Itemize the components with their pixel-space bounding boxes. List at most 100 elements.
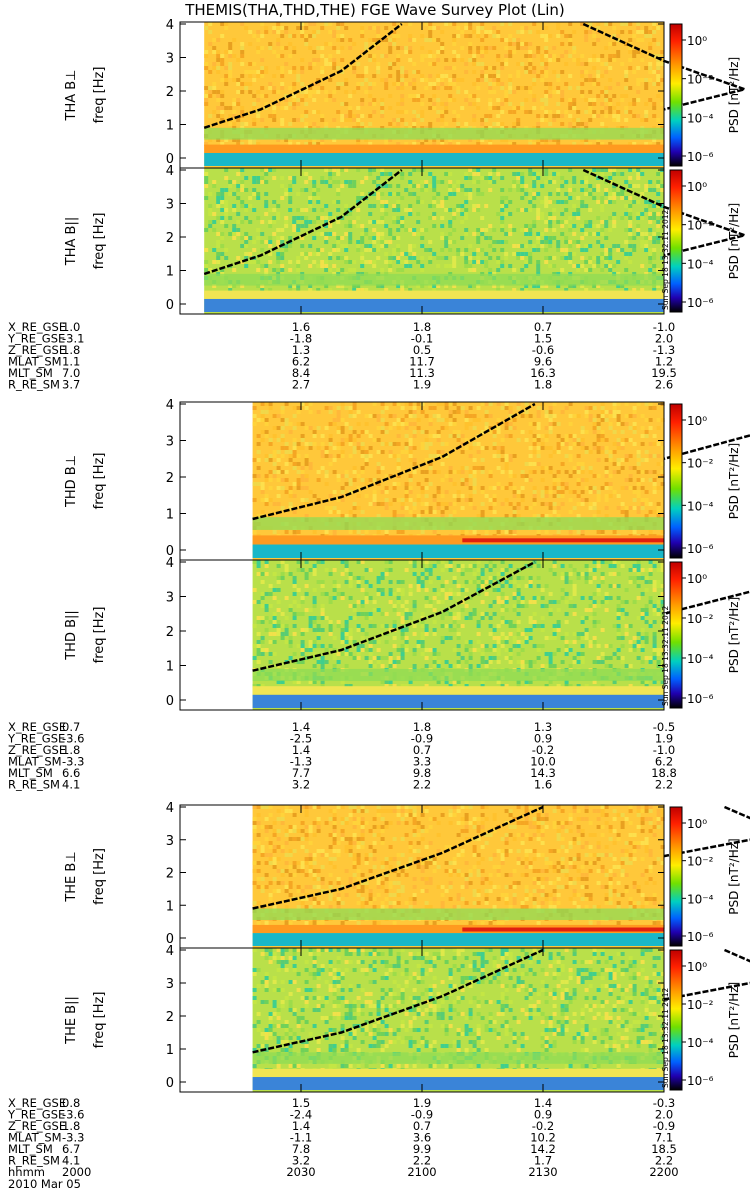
spectrogram-cell: [568, 102, 573, 106]
spectrogram-cell: [444, 58, 449, 62]
spectrogram-cell: [624, 240, 629, 244]
spectrogram-cell: [384, 54, 389, 58]
spectrogram-cell: [548, 240, 553, 244]
spectrogram-cell: [560, 410, 565, 414]
spectrogram-cell: [600, 204, 605, 208]
spectrogram-cell: [456, 54, 461, 58]
spectrogram-cell: [412, 572, 417, 576]
spectrogram-cell: [448, 248, 453, 252]
spectrogram-cell: [256, 50, 261, 54]
ephemeris-value: 1.8: [62, 343, 80, 357]
spectrogram-cell: [404, 252, 409, 256]
spectrogram-cell: [376, 220, 381, 224]
spectrogram-cell: [228, 74, 233, 78]
spectrogram-cell: [496, 122, 501, 126]
spectrogram-cell: [612, 192, 617, 196]
spectrogram-cell: [528, 260, 533, 264]
spectrogram-cell: [260, 118, 265, 122]
spectrogram-cell: [292, 406, 297, 410]
spectrogram-cell: [220, 196, 225, 200]
spectrogram-cell: [404, 284, 409, 288]
spectrogram-cell: [404, 82, 409, 86]
spectrogram-cell: [488, 470, 493, 474]
spectrogram-cell: [516, 30, 521, 34]
spectrogram-cell: [424, 656, 429, 660]
spectrogram-cell: [612, 58, 617, 62]
spectrogram-cell: [444, 236, 449, 240]
spectrogram-cell: [392, 42, 397, 46]
spectrogram-cell: [424, 470, 429, 474]
spectrogram-cell: [612, 450, 617, 454]
spectrogram-cell: [564, 62, 569, 66]
spectrogram-cell: [640, 458, 645, 462]
spectrogram-cell: [388, 192, 393, 196]
spectrogram-cell: [544, 248, 549, 252]
spectrogram-cell: [276, 486, 281, 490]
spectrogram-cell: [444, 74, 449, 78]
spectrogram-cell: [592, 264, 597, 268]
spectrogram-cell: [408, 458, 413, 462]
spectrogram-cell: [604, 644, 609, 648]
spectrogram-cell: [380, 192, 385, 196]
spectrogram-cell: [252, 62, 257, 66]
spectrogram-cell: [360, 232, 365, 236]
spectrogram-cell: [244, 86, 249, 90]
spectrogram-cell: [396, 530, 401, 534]
spectrogram-cell: [272, 652, 277, 656]
spectrogram-cell: [308, 252, 313, 256]
spectrogram-cell: [408, 486, 413, 490]
spectrogram-cell: [584, 122, 589, 126]
spectrogram-cell: [596, 450, 601, 454]
spectrogram-cell: [312, 138, 317, 142]
spectrogram-cell: [572, 102, 577, 106]
spectrogram-cell: [296, 26, 301, 30]
spectrogram-cell: [608, 248, 613, 252]
spectrogram-cell: [496, 486, 501, 490]
spectrogram-cell: [504, 596, 509, 600]
spectrogram-cell: [436, 58, 441, 62]
spectrogram-cell: [644, 498, 649, 502]
spectrogram-cell: [596, 260, 601, 264]
spectrogram-cell: [504, 656, 509, 660]
spectrogram-cell: [460, 434, 465, 438]
spectrogram-cell: [236, 142, 241, 146]
spectrogram-cell: [392, 62, 397, 66]
spectrogram-cell: [212, 248, 217, 252]
spectrogram-cell: [500, 560, 505, 564]
spectrogram-cell: [504, 204, 509, 208]
spectrogram-cell: [520, 600, 525, 604]
spectrogram-cell: [512, 514, 517, 518]
spectrogram-cell: [280, 66, 285, 70]
spectrogram-cell: [304, 90, 309, 94]
spectrogram-cell: [452, 402, 457, 406]
ephemeris-value: 1.5: [534, 332, 552, 346]
spectrogram-cell: [404, 70, 409, 74]
spectrogram-cell: [480, 78, 485, 82]
spectrogram-cell: [376, 462, 381, 466]
spectrogram-cell: [524, 252, 529, 256]
colorbar: [669, 169, 683, 313]
spectrogram-cell: [388, 66, 393, 70]
spectrogram-cell: [344, 102, 349, 106]
spectrogram-cell: [260, 94, 265, 98]
spectrogram-cell: [624, 256, 629, 260]
spectrogram-cell: [256, 564, 261, 568]
spectrogram-cell: [396, 458, 401, 462]
spectrogram-cell: [264, 240, 269, 244]
spectrogram-cell: [292, 680, 297, 684]
spectrogram-cell: [404, 442, 409, 446]
spectrogram-cell: [372, 220, 377, 224]
spectrogram-cell: [348, 224, 353, 228]
spectrogram-cell: [292, 530, 297, 534]
spectrogram-cell: [308, 204, 313, 208]
spectrogram-cell: [464, 176, 469, 180]
spectrogram-cell: [532, 660, 537, 664]
spectrogram-cell: [304, 478, 309, 482]
spectrogram-cell: [396, 244, 401, 248]
spectrogram-cell: [376, 580, 381, 584]
spectrogram-cell: [296, 78, 301, 82]
spectrogram-cell: [548, 426, 553, 430]
spectrogram-cell: [368, 94, 373, 98]
spectrogram-cell: [344, 640, 349, 644]
spectrogram-cell: [456, 644, 461, 648]
